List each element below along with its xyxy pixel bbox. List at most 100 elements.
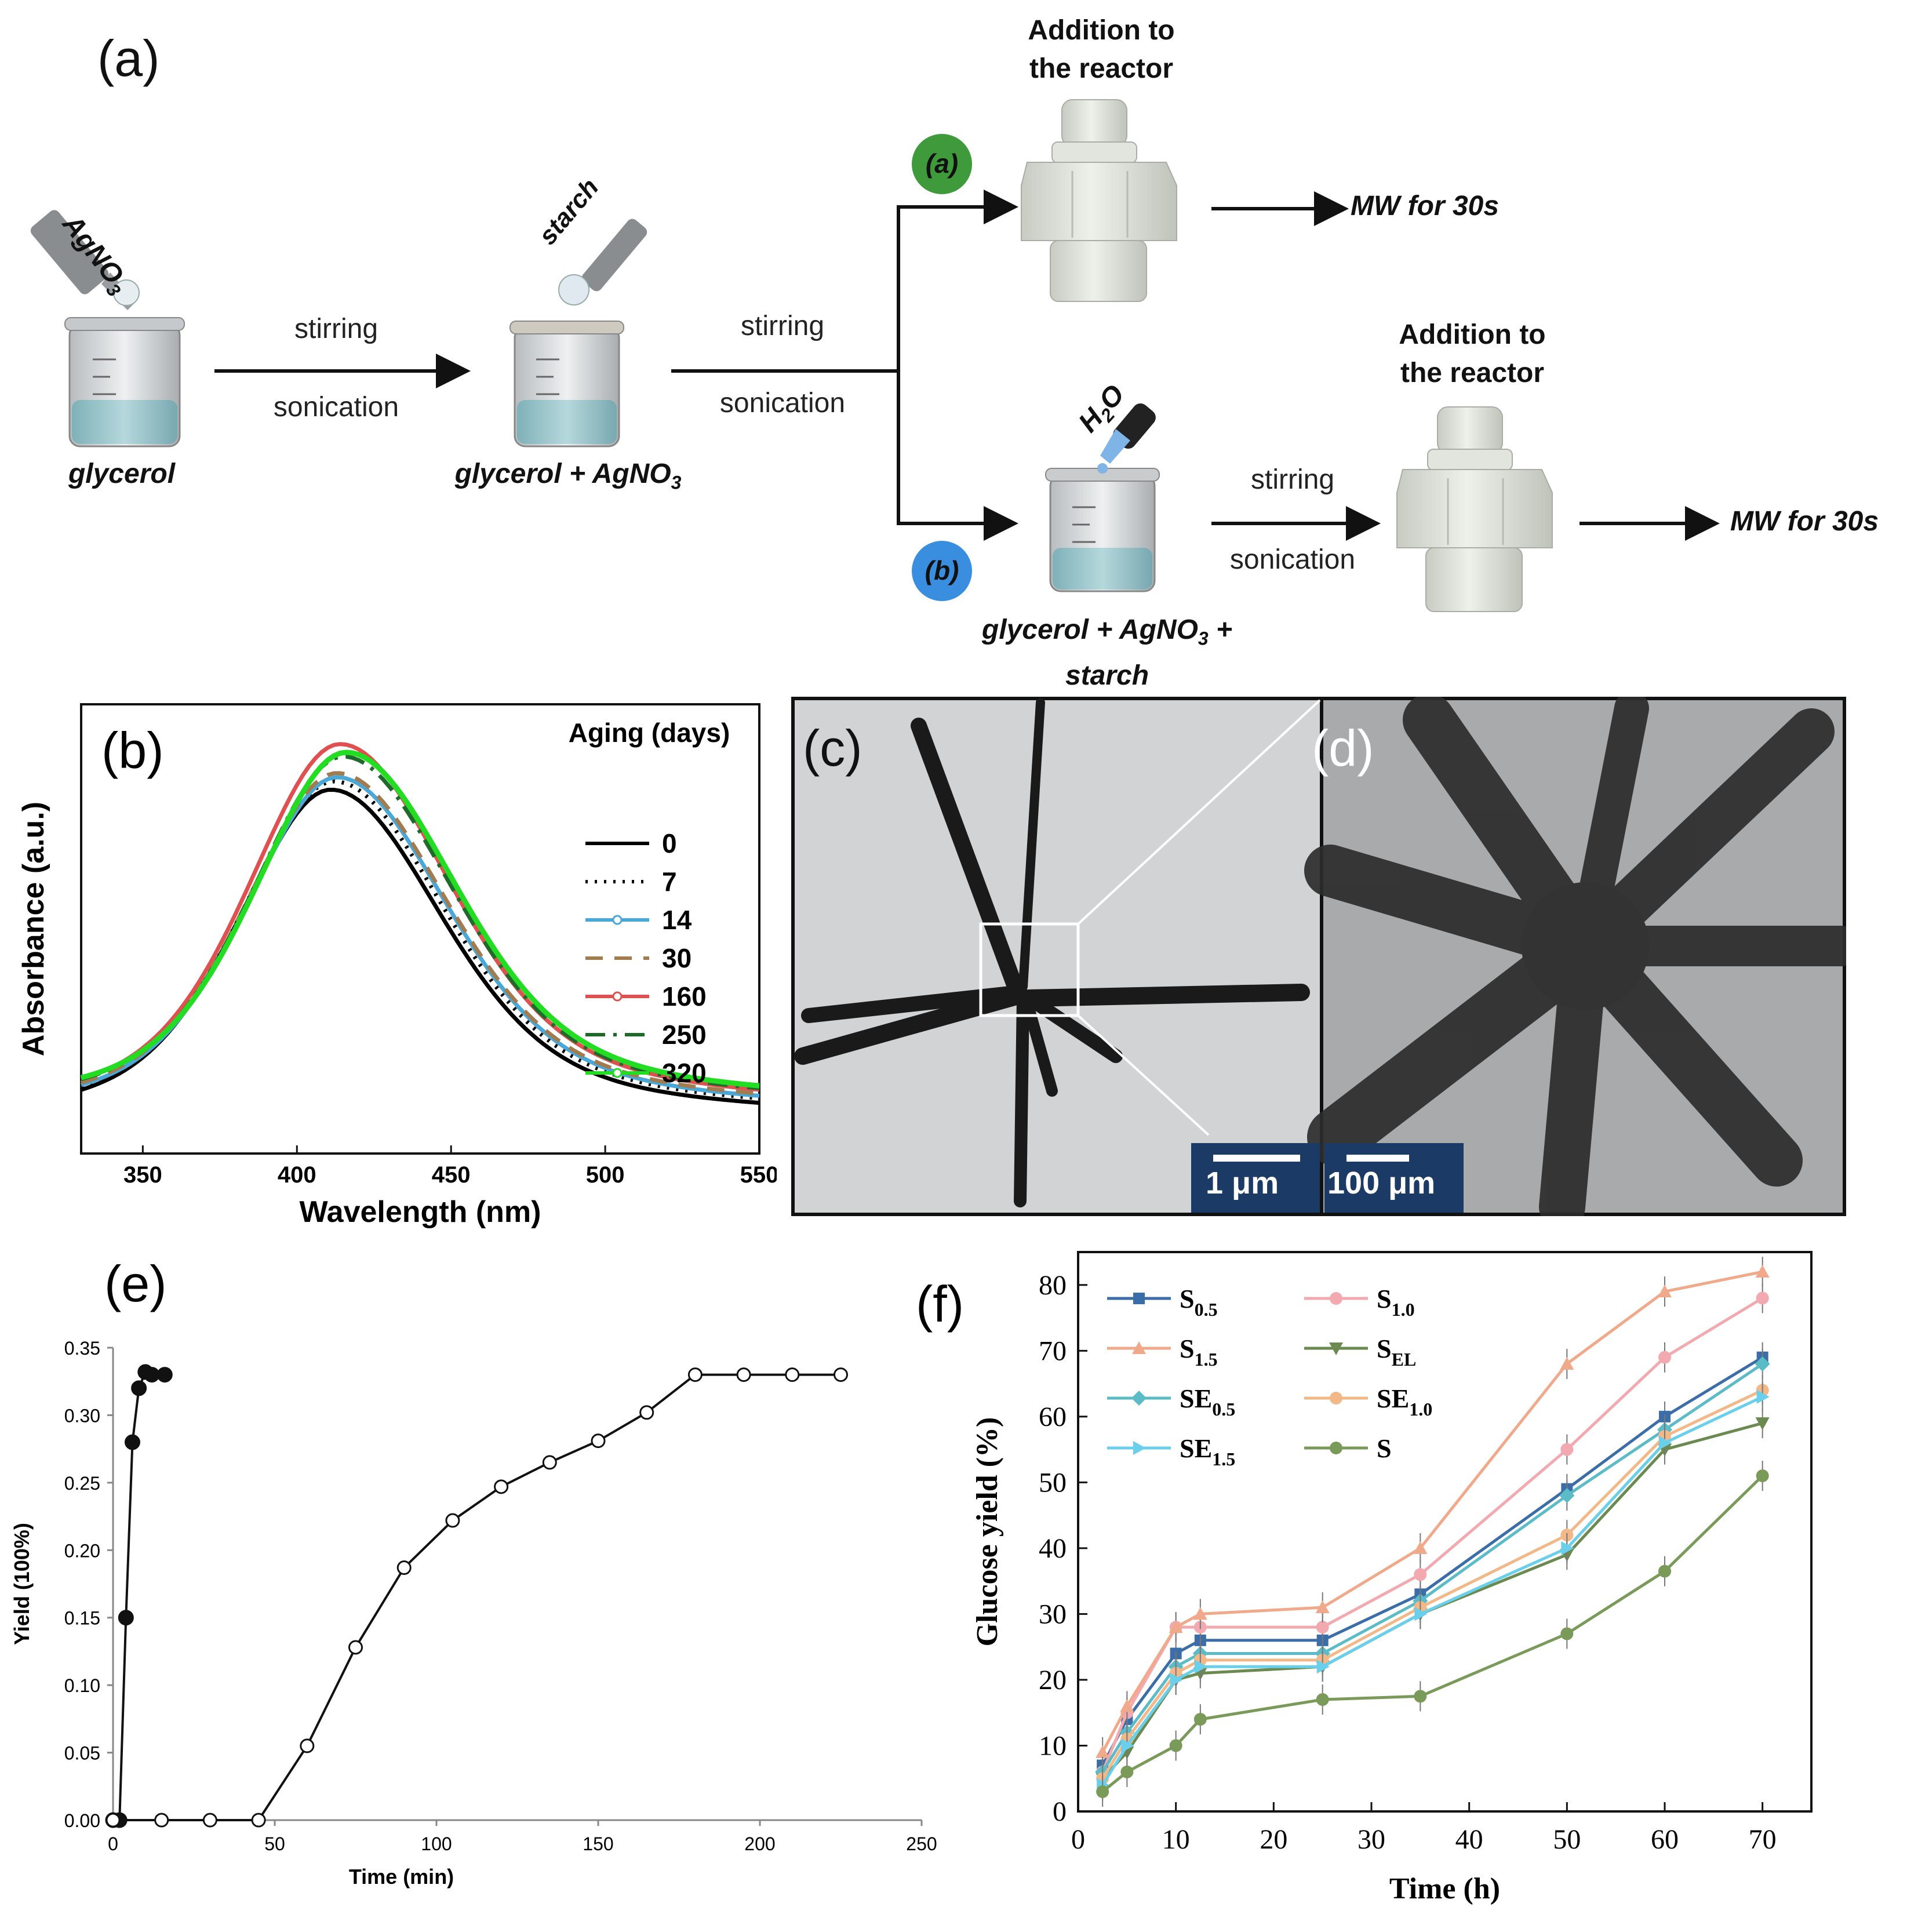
data-point [157,1367,173,1383]
legend-label-30: 30 [662,943,692,973]
data-point [1132,1341,1146,1354]
y-tick-label: 0.30 [64,1405,100,1426]
plot-frame [80,703,760,1155]
x-axis-label: Wavelength (nm) [300,1195,541,1229]
data-point [1659,1436,1672,1450]
data-point [1120,1765,1134,1778]
data-point [396,1560,412,1576]
glucose-yield-chart: 0 10 20 30 40 50 60 70 80 0 10 20 30 40 50 60 70 Time (h)… [916,1251,1813,1905]
reactor-b-icon [1396,406,1553,612]
panel-e-label: (e) [104,1255,167,1312]
x-axis-label: Time (h) [1389,1872,1500,1905]
spatula-agno3-icon [30,210,140,310]
data-point [1755,1265,1770,1278]
y-axis-label: Glucose yield (%) [971,1417,1004,1647]
beaker1-caption: glycerol [68,459,176,489]
data-point [785,1367,800,1382]
data-point [1194,1660,1207,1674]
y-tick-label: 0.05 [64,1743,100,1764]
x-tick-label: 10 [1162,1824,1190,1855]
data-point [1316,1693,1329,1706]
panel-d-label: (d) [1312,719,1374,777]
data-point [1096,1785,1109,1798]
data-point [1561,1541,1574,1555]
data-point [736,1367,751,1382]
data-point [1193,1713,1207,1726]
legend-label-14: 14 [662,905,692,935]
beaker-glycerol-agno3-starch-icon [1045,468,1160,592]
data-point [834,1367,848,1382]
y-tick-label: 0.35 [64,1338,100,1359]
data-point [1133,1293,1145,1304]
x-tick-label: 250 [906,1833,937,1854]
data-point [1756,1291,1769,1305]
x-tick-label: 550 [740,1162,777,1188]
spatula-starch-icon [558,219,647,305]
y-tick-label: 40 [1039,1533,1067,1564]
x-tick-label: 100 [421,1833,452,1854]
legend-label: SEL [1377,1334,1416,1370]
data-point [1658,1351,1671,1364]
data-point [105,1813,121,1828]
legend-marker-320 [612,1068,623,1078]
data-point [124,1434,140,1450]
legend-label: SE1.5 [1180,1433,1235,1469]
legend-label: S1.5 [1180,1334,1218,1370]
route-b-badge [912,541,972,601]
data-point [1170,1672,1183,1687]
panel-b-label: (b) [101,722,164,779]
y-tick-label: 0.10 [64,1675,100,1696]
y-axis-label: Absorbance (a.u.) [17,802,50,1056]
data-point [251,1813,266,1828]
legend-marker-14 [612,915,623,925]
data-point [1560,1443,1574,1456]
legend-title: Aging (days) [569,718,730,748]
y-tick-label: 80 [1039,1270,1067,1301]
data-point [542,1455,557,1470]
data-point [1755,1417,1770,1431]
data-point [1169,1739,1182,1752]
beaker3-caption: glycerol + AgNO3 + starch [981,614,1233,691]
data-point [591,1433,606,1449]
data-point [1133,1441,1146,1455]
beaker-glycerol-agno3-icon [509,321,624,447]
data-point [154,1813,169,1828]
step3-sonication: sonication [1229,544,1356,575]
step1-sonication: sonication [273,392,399,423]
data-point [639,1405,654,1420]
data-point [1169,1620,1183,1633]
mw-label-a: MW for 30s [1351,191,1500,221]
y-tick-label: 0.25 [64,1473,100,1494]
legend-label: S1.0 [1377,1284,1415,1320]
step1-stirring: stirring [294,314,379,344]
data-point [445,1513,460,1528]
beaker2-caption: glycerol + AgNO3 [454,459,682,493]
series-line-250 [81,754,760,1090]
y-tick-label: 60 [1039,1402,1067,1432]
x-tick-label: 50 [264,1833,285,1854]
data-point [1330,1442,1342,1454]
data-point [202,1813,217,1828]
data-point [1658,1285,1672,1298]
absorbance-chart: 350 400 450 500 550 Wavelength (nm) Absorbance… [17,703,777,1229]
reactor-b-label: Addition to the reactor [1399,319,1546,388]
y-tick-label: 50 [1039,1467,1067,1498]
data-point [131,1380,147,1396]
data-point [1755,1356,1770,1371]
data-point [348,1640,363,1655]
series-line-1 [113,1373,841,1821]
x-tick-label: 0 [1071,1824,1085,1855]
scheme-diagram [30,99,1720,612]
panel-a-label: (a) [97,30,160,87]
x-tick-label: 500 [586,1162,625,1188]
data-point [1756,1469,1769,1482]
x-tick-label: 70 [1749,1824,1777,1855]
data-point [144,1367,160,1383]
y-tick-label: 10 [1039,1730,1067,1761]
series-line-320 [80,749,760,1089]
legend-label: S0.5 [1180,1284,1218,1320]
data-point [1559,1488,1575,1504]
yield-time-chart: 0.00 0.05 0.10 0.15 0.20 0.25 0.30 0.35 0 50 100 15… [10,1255,937,1889]
x-tick-label: 0 [108,1833,118,1854]
data-point [1330,1392,1342,1405]
